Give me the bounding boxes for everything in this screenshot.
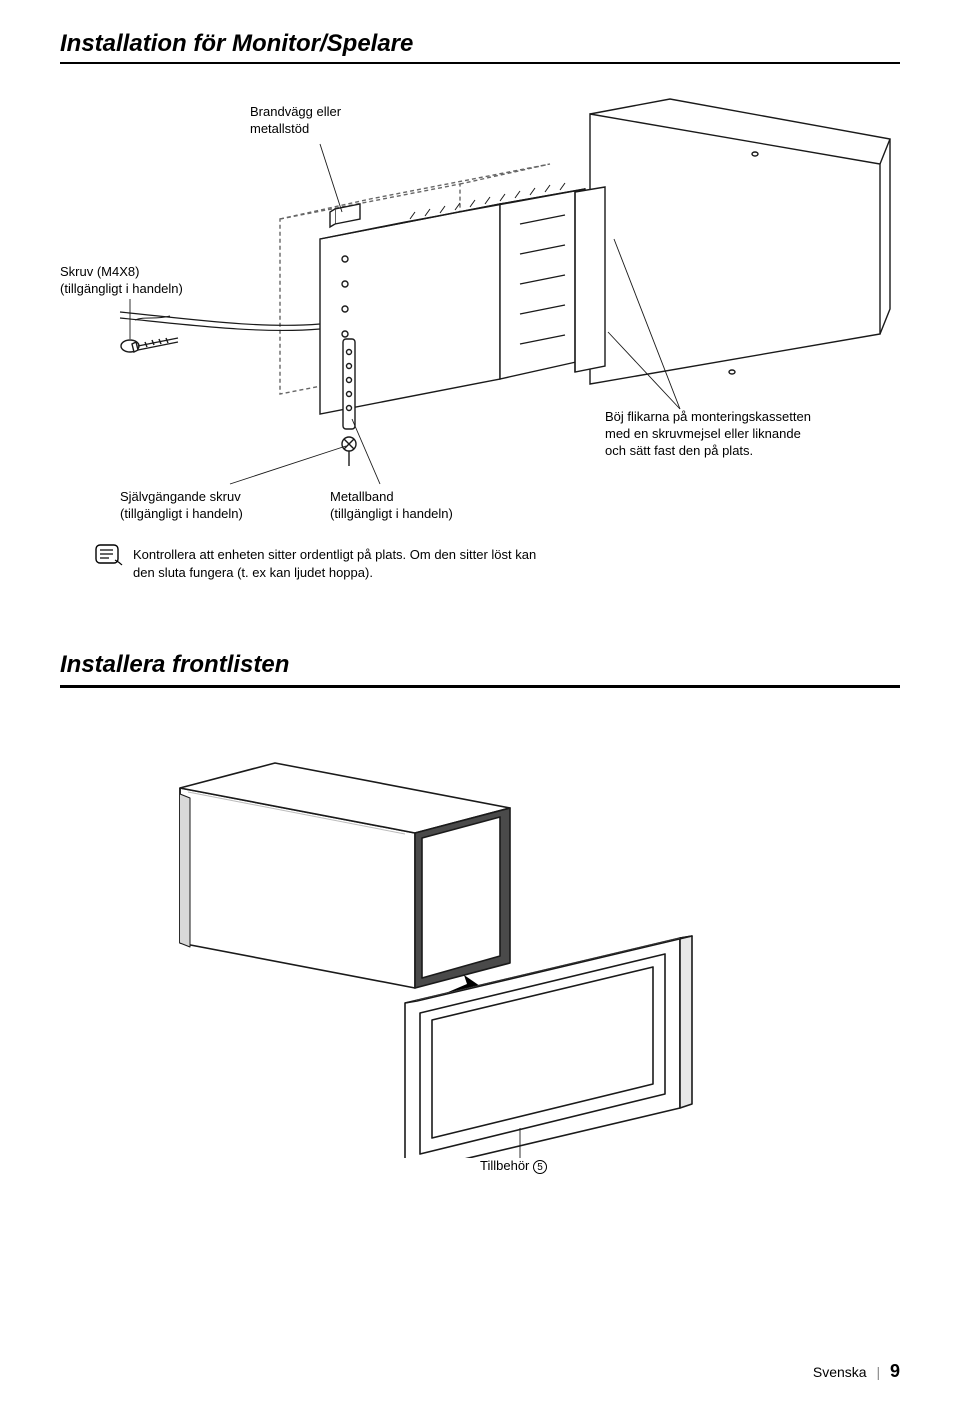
installation-diagram: Brandvägg ellermetallstöd Skruv (M4X8)(t… bbox=[60, 84, 900, 524]
callout-bendtabs: Böj flikarna på monteringskassettenmed e… bbox=[605, 409, 855, 460]
faceplate-diagram: Tillbehör 5 bbox=[60, 718, 900, 1158]
callout-selftap: Självgängande skruv(tillgängligt i hande… bbox=[120, 489, 243, 523]
note-row: Kontrollera att enheten sitter ordentlig… bbox=[95, 544, 795, 581]
footer-lang: Svenska bbox=[813, 1364, 867, 1380]
note-icon bbox=[95, 544, 123, 566]
callout-screw: Skruv (M4X8)(tillgängligt i handeln) bbox=[60, 264, 183, 298]
accessory-text: Tillbehör bbox=[480, 1158, 529, 1173]
page-title: Installation för Monitor/Spelare bbox=[0, 0, 960, 62]
footer-pagenum: 9 bbox=[890, 1361, 900, 1381]
callout-metalband: Metallband(tillgängligt i handeln) bbox=[330, 489, 453, 523]
note-text: Kontrollera att enheten sitter ordentlig… bbox=[133, 544, 536, 581]
diagram2-svg bbox=[60, 718, 900, 1158]
title-rule bbox=[60, 62, 900, 64]
section2-title: Installera frontlisten bbox=[0, 581, 960, 685]
page-footer: Svenska | 9 bbox=[813, 1361, 900, 1382]
callout-firewall: Brandvägg ellermetallstöd bbox=[250, 104, 341, 138]
footer-sep: | bbox=[876, 1364, 880, 1380]
accessory-label: Tillbehör 5 bbox=[480, 1158, 547, 1175]
section2-rule bbox=[60, 685, 900, 688]
accessory-num: 5 bbox=[533, 1160, 547, 1174]
